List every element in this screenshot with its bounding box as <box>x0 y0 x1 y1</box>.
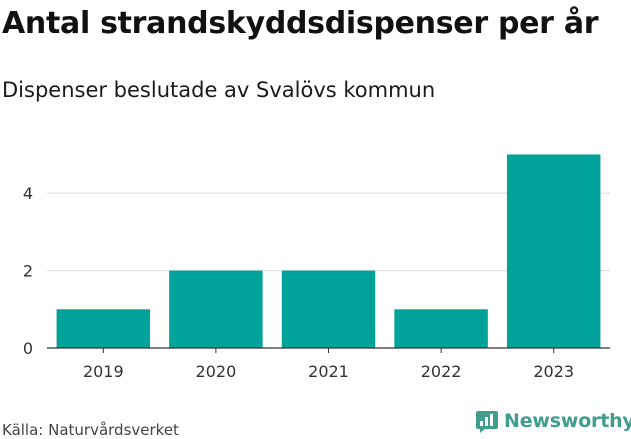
bar-2022 <box>394 309 488 348</box>
bar-2020 <box>169 270 263 348</box>
x-tick-label: 2022 <box>421 362 462 381</box>
x-tick-label: 2021 <box>308 362 349 381</box>
bars <box>56 154 601 348</box>
x-tick-label: 2020 <box>196 362 237 381</box>
newsworthy-logo: Newsworthy <box>475 409 631 433</box>
x-tick-label: 2019 <box>83 362 124 381</box>
bar-2023 <box>506 154 601 348</box>
chart-subtitle: Dispenser beslutade av Svalövs kommun <box>2 78 436 102</box>
x-axis-ticks: 2019 2020 2021 2022 2023 <box>83 348 574 381</box>
chart-title: Antal strandskyddsdispenser per år <box>2 6 599 41</box>
x-tick-label: 2023 <box>533 362 574 381</box>
bar-2021 <box>281 270 376 348</box>
y-tick-label: 2 <box>23 262 33 281</box>
y-tick-label: 0 <box>23 339 33 358</box>
bar-chart-icon <box>476 411 498 433</box>
y-tick-label: 4 <box>23 184 33 203</box>
brand-name: Newsworthy <box>504 410 631 432</box>
bar-2019 <box>56 309 151 348</box>
source-note: Källa: Naturvårdsverket <box>2 421 179 439</box>
y-axis-ticks: 0 2 4 <box>23 184 33 358</box>
